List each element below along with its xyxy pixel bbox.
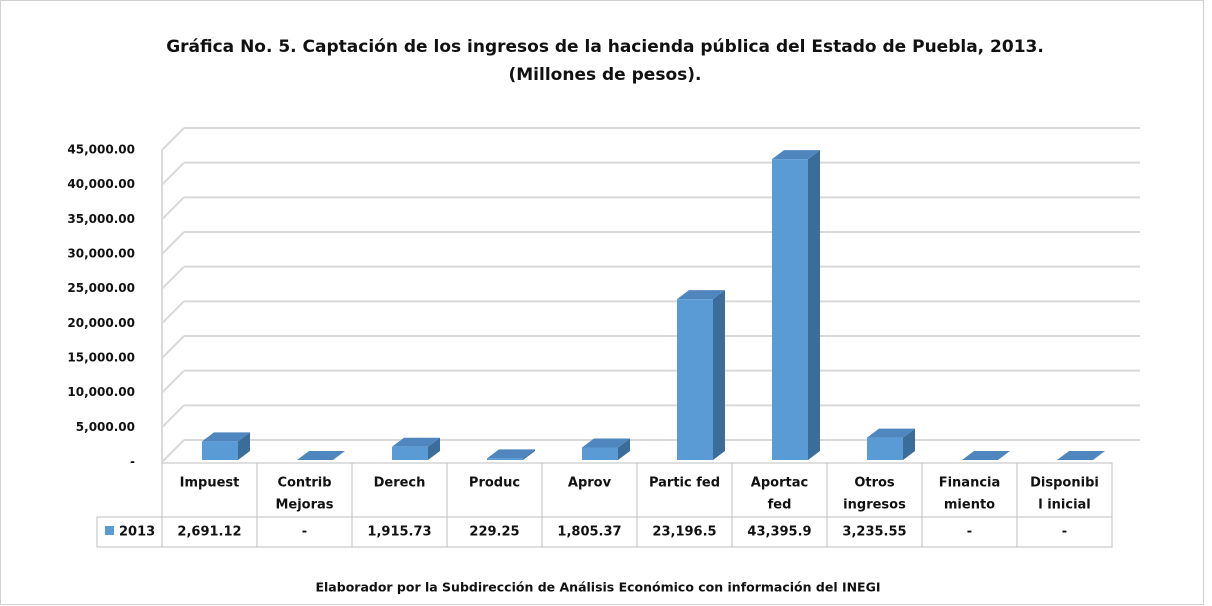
x-tick-label: Aprov [568,476,612,491]
x-tick-label: Aportac [751,476,808,491]
grid-line-side [161,196,185,221]
y-tick-label: 25,000.00 [67,281,135,295]
x-tick-label: Derech [374,476,426,491]
grid-line-side [161,161,185,186]
chart-subtitle: (Millones de pesos). [509,65,702,85]
y-tick-label: 15,000.00 [67,351,135,365]
data-label: 1,915.73 [367,525,431,540]
x-tick-label: fed [768,498,792,513]
bar-top [202,432,250,442]
bar [392,446,428,460]
data-label: - [967,525,972,540]
bar-side [428,437,440,460]
bar-side [713,290,725,460]
x-tick-label: miento [944,498,995,513]
bar-side [618,438,630,460]
grid-line-side [161,300,185,325]
grid-line-side [161,439,185,463]
legend-swatch [105,526,114,535]
bar-top [867,428,915,438]
bar-top [677,290,725,300]
grid-line-side [161,127,185,151]
bar [867,437,903,460]
x-tick-label: Financia [939,476,1001,491]
bar-side [903,428,915,460]
x-tick-label: Contrib [277,476,331,491]
y-tick-label: 20,000.00 [67,316,135,330]
y-tick-label: 10,000.00 [67,385,135,399]
bar-top [962,451,1010,460]
data-label: - [1062,525,1067,540]
data-label: 2,691.12 [177,525,241,540]
bar-top [392,437,440,447]
bar-top [487,449,535,459]
bar-top [297,451,345,460]
data-label: 23,196.5 [652,525,716,540]
chart-title: Gráfica No. 5. Captación de los ingresos… [166,37,1044,57]
x-tick-label: Mejoras [275,498,333,513]
bar-side [238,432,250,460]
bar-side [523,449,535,460]
y-tick-label: 5,000.00 [76,420,135,434]
x-tick-label: ingresos [843,498,906,513]
grid-line-side [161,369,185,394]
grid-line-side [161,335,185,359]
y-tick-label: 40,000.00 [67,177,135,191]
bar [677,299,713,460]
bar-top [1057,451,1105,460]
y-tick-label: 35,000.00 [67,212,135,226]
x-tick-label: l inicial [1038,498,1091,513]
grid-line-side [161,265,185,290]
grid-line-side [161,404,185,429]
bar-top [582,438,630,448]
bar-top [772,150,820,160]
bar [772,159,808,460]
data-label: - [302,525,307,540]
y-tick-label: - [130,455,135,469]
bar [202,441,238,460]
x-tick-label: Impuest [180,476,240,491]
data-label: 1,805.37 [557,525,621,540]
x-tick-label: Produc [469,476,520,491]
bar [582,447,618,460]
bar [487,458,523,460]
data-label: 229.25 [469,525,519,540]
x-tick-label: Otros [854,476,895,491]
y-tick-label: 45,000.00 [67,143,135,157]
legend-label: 2013 [119,525,155,540]
legend-cell [96,516,163,548]
data-label: 3,235.55 [842,525,906,540]
x-tick-label: Partic fed [649,476,720,491]
source-note: Elaborador por la Subdirección de Anális… [315,580,880,595]
data-label: 43,395.9 [747,525,811,540]
y-tick-label: 30,000.00 [67,247,135,261]
bar-side [808,150,820,460]
grid-line-side [161,231,185,255]
x-tick-label: Disponibi [1030,476,1099,491]
